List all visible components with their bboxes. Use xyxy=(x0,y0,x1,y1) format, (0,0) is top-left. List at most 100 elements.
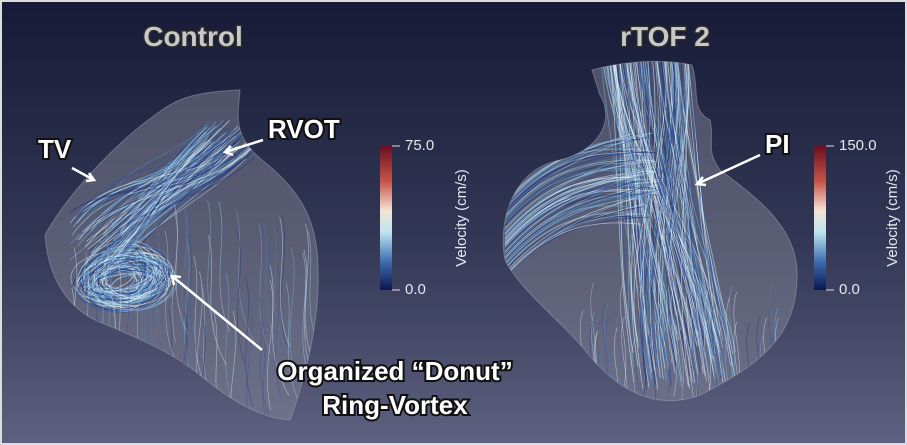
streamline xyxy=(181,206,188,337)
annotation: PI xyxy=(765,129,790,159)
streamline xyxy=(208,235,227,366)
streamline xyxy=(108,249,150,297)
streamline xyxy=(649,333,656,401)
streamline xyxy=(269,265,290,396)
streamline xyxy=(504,197,637,274)
streamline xyxy=(83,255,155,299)
streamline xyxy=(504,146,660,207)
streamline xyxy=(207,200,216,331)
streamline xyxy=(237,233,246,364)
streamline xyxy=(126,126,215,214)
colorbar-label: Velocity (cm/s) xyxy=(453,169,470,267)
streamline xyxy=(504,159,636,226)
streamline xyxy=(123,140,201,255)
colorbar-label: Velocity (cm/s) xyxy=(884,169,901,267)
streamline xyxy=(504,160,647,231)
streamline xyxy=(615,316,622,401)
streamline xyxy=(86,148,251,242)
streamline xyxy=(625,61,640,348)
streamline xyxy=(70,158,242,213)
colorbar-max: 150.0 xyxy=(839,137,877,154)
streamline xyxy=(504,136,650,213)
streamline xyxy=(691,313,698,401)
streamline xyxy=(102,156,256,262)
streamline xyxy=(109,149,201,259)
streamline xyxy=(675,61,716,355)
streamline xyxy=(304,224,312,355)
streamline xyxy=(193,255,206,386)
streamline xyxy=(504,222,641,278)
streamline xyxy=(721,307,728,401)
streamline xyxy=(613,328,621,401)
streamline xyxy=(82,147,253,233)
arrow xyxy=(222,138,264,157)
streamline xyxy=(504,198,641,263)
annotation: RVOT xyxy=(268,114,340,144)
streamline xyxy=(93,260,156,292)
streamline xyxy=(236,211,255,342)
streamline xyxy=(188,232,202,363)
streamline xyxy=(94,121,217,270)
streamline xyxy=(124,121,237,225)
streamline xyxy=(646,61,701,338)
streamline xyxy=(120,126,208,232)
streamline xyxy=(70,251,160,304)
streamline xyxy=(85,256,166,313)
streamline xyxy=(626,61,715,374)
streamline xyxy=(637,281,644,393)
streamline xyxy=(639,293,646,401)
streamline xyxy=(504,151,648,215)
streamline xyxy=(504,169,652,246)
streamline xyxy=(504,145,633,224)
panel-title: Control xyxy=(143,21,243,52)
streamline xyxy=(504,135,631,208)
annotation: Organized “Donut” xyxy=(277,356,512,386)
streamline xyxy=(279,216,290,348)
streamline xyxy=(612,61,676,374)
streamline xyxy=(614,61,715,379)
streamline xyxy=(704,320,711,401)
streamline xyxy=(120,133,201,243)
streamline xyxy=(258,223,271,354)
streamline xyxy=(633,61,667,343)
streamline xyxy=(504,180,639,256)
streamline xyxy=(258,294,274,420)
streamline xyxy=(632,61,687,339)
streamline xyxy=(677,297,684,401)
streamline xyxy=(124,153,240,255)
streamline xyxy=(504,183,650,249)
streamline xyxy=(118,158,246,260)
streamline xyxy=(704,290,712,401)
streamline xyxy=(82,244,168,298)
streamline xyxy=(658,319,665,401)
colorbar-min: 0.0 xyxy=(839,281,860,298)
streamline xyxy=(155,224,169,355)
streamline xyxy=(275,263,281,394)
streamline xyxy=(504,213,643,276)
streamline xyxy=(717,309,724,401)
streamline xyxy=(658,61,694,370)
streamline xyxy=(504,173,655,244)
streamline xyxy=(504,162,634,220)
streamlines-control xyxy=(61,120,319,420)
streamline xyxy=(649,319,656,401)
streamline xyxy=(504,216,650,280)
streamline xyxy=(164,230,176,361)
streamline xyxy=(261,318,275,420)
streamline xyxy=(76,149,228,241)
streamline xyxy=(609,61,635,382)
streamline xyxy=(649,61,658,390)
streamline xyxy=(84,265,163,306)
streamline xyxy=(504,160,657,229)
streamline xyxy=(77,258,168,310)
streamline xyxy=(71,157,213,236)
streamline xyxy=(504,154,646,235)
streamline xyxy=(675,61,729,336)
streamline xyxy=(695,284,702,395)
streamline xyxy=(267,280,274,411)
streamline xyxy=(619,61,736,383)
streamline xyxy=(90,120,230,254)
streamline xyxy=(628,61,689,387)
